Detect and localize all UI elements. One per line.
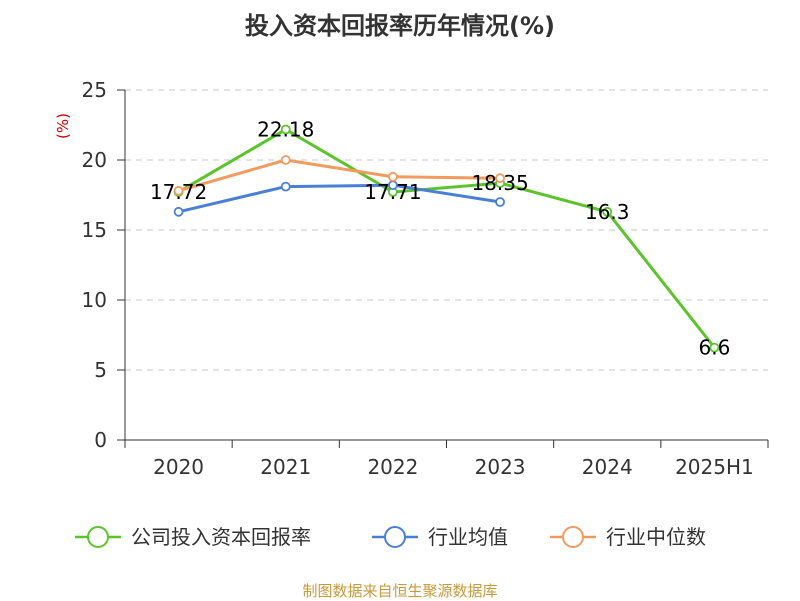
x-tick-label: 2025H1: [675, 455, 754, 479]
y-tick-label: 20: [82, 148, 107, 172]
series-3-point: [388, 171, 398, 182]
series-2-point: [173, 206, 184, 217]
y-tick-label: 25: [82, 78, 107, 102]
x-tick-label: 2020: [153, 455, 204, 479]
legend-marker-1: [87, 526, 109, 548]
data-label: 16.3: [585, 200, 630, 224]
legend-label-2: 行业均值: [428, 525, 508, 549]
data-label: 6.6: [699, 336, 731, 360]
series-1-point: [602, 206, 613, 217]
series-line-2: [178, 183, 501, 214]
x-tick-label: 2024: [582, 455, 633, 479]
series-line-3: [178, 158, 501, 193]
data-label: 22.18: [257, 117, 314, 141]
legend-label-3: 行业中位数: [606, 525, 706, 549]
y-tick-label: 10: [82, 288, 107, 312]
x-tick-label: 2022: [367, 455, 418, 479]
legend-label-1: 公司投入资本回报率: [131, 525, 311, 549]
legend-marker-3: [562, 526, 584, 548]
y-tick-label: 5: [94, 358, 107, 382]
series-2-point: [280, 181, 291, 192]
y-unit-label: (%): [54, 113, 72, 139]
y-tick-label: 0: [94, 428, 107, 452]
y-tick-label: 15: [82, 218, 107, 242]
series-2-point: [495, 197, 505, 207]
x-tick-label: 2023: [475, 455, 526, 479]
chart-title: 投入资本回报率历年情况(%): [245, 12, 555, 40]
data-label: 18.35: [471, 171, 528, 195]
series-1-point: [709, 342, 720, 353]
data-source-note: 制图数据来自恒生聚源数据库: [302, 582, 498, 600]
series-line-1: [177, 127, 716, 349]
series-1-point: [280, 124, 291, 135]
x-tick-label: 2021: [260, 455, 311, 479]
data-label: 17.71: [364, 180, 421, 204]
legend-marker-2: [384, 526, 406, 548]
series-3-point: [280, 155, 291, 165]
series-3-point: [173, 185, 184, 196]
series-3-point: [495, 173, 505, 184]
data-label: 17.72: [150, 180, 207, 204]
